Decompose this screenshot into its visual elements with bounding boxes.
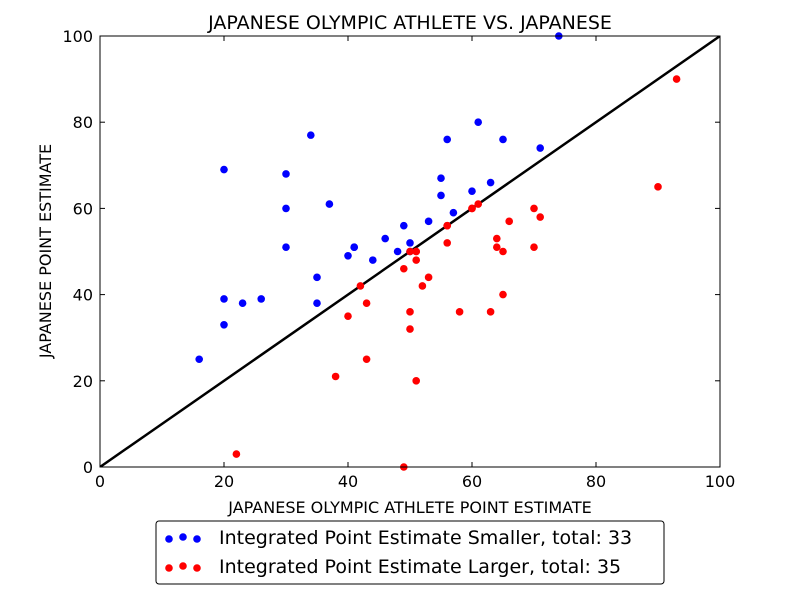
data-point-0-28	[486, 178, 495, 187]
data-point-1-31	[672, 75, 681, 83]
data-point-1-30	[654, 183, 662, 191]
data-point-0-30	[536, 144, 544, 152]
data-point-0-19	[400, 221, 408, 230]
data-point-1-15	[424, 273, 433, 282]
legend-marker-0-2	[193, 535, 201, 543]
data-point-1-26	[505, 217, 513, 226]
y-tick-label-2: 40	[73, 286, 93, 305]
data-point-1-25	[499, 290, 507, 299]
data-point-1-13	[412, 377, 421, 385]
data-point-0-8	[282, 243, 290, 251]
data-point-0-9	[307, 131, 315, 139]
data-point-0-2	[220, 295, 228, 303]
data-point-1-9	[406, 308, 414, 316]
data-point-1-22	[493, 234, 501, 243]
data-point-0-25	[449, 208, 458, 217]
legend-box	[155, 520, 665, 585]
data-marks	[100, 32, 720, 471]
legend-marker-0-0	[165, 535, 173, 543]
legend-marker-1-0	[165, 564, 173, 572]
x-tick-label-0: 0	[95, 472, 105, 491]
x-axis-label: JAPANESE OLYMPIC ATHLETE POINT ESTIMATE	[227, 498, 591, 517]
data-point-0-15	[350, 243, 359, 251]
plot-frame	[99, 35, 721, 468]
data-point-1-23	[493, 243, 501, 251]
data-point-0-6	[282, 170, 290, 178]
data-point-0-16	[369, 256, 377, 264]
chart-title: JAPANESE OLYMPIC ATHLETE VS. JAPANESE	[207, 12, 612, 34]
x-tick-label-5: 100	[705, 472, 736, 491]
data-point-1-20	[474, 200, 483, 208]
data-point-1-32	[412, 247, 421, 256]
y-tick-label-4: 80	[73, 113, 93, 132]
legend-label-1: Integrated Point Estimate Larger, total:…	[219, 556, 621, 578]
data-point-1-2	[344, 312, 352, 320]
x-tick-label-2: 40	[338, 472, 358, 491]
data-point-0-12	[325, 200, 334, 208]
data-point-0-23	[437, 191, 445, 200]
data-point-1-0	[232, 450, 241, 458]
data-point-1-10	[406, 325, 414, 333]
data-point-0-21	[424, 217, 433, 226]
data-point-1-33	[443, 221, 452, 230]
legend-marker-1-2	[193, 564, 201, 572]
data-point-0-7	[282, 204, 290, 213]
data-point-0-27	[474, 118, 483, 126]
x-tick-label-1: 20	[214, 472, 234, 491]
legend-marker-0-1	[179, 533, 187, 541]
data-point-1-21	[486, 308, 495, 316]
y-tick-label-0: 0	[83, 458, 93, 477]
legend-label-0: Integrated Point Estimate Smaller, total…	[219, 527, 632, 549]
data-point-1-17	[443, 239, 452, 247]
data-point-1-7	[400, 264, 408, 273]
x-tick-label-3: 60	[462, 472, 482, 491]
y-tick-label-5: 100	[62, 27, 93, 46]
data-point-1-24	[499, 247, 507, 256]
data-point-0-10	[313, 273, 321, 282]
data-point-1-1	[331, 372, 340, 381]
y-tick-label-1: 20	[73, 372, 93, 391]
data-point-1-27	[530, 204, 538, 213]
data-point-1-5	[362, 355, 371, 364]
data-point-1-14	[418, 282, 427, 290]
data-point-1-34	[468, 204, 476, 213]
data-point-1-29	[536, 213, 544, 221]
data-point-1-12	[412, 256, 421, 264]
y-tick-label-3: 60	[73, 199, 93, 218]
data-point-1-3	[356, 282, 365, 290]
legend: Integrated Point Estimate Smaller, total…	[155, 520, 665, 585]
data-point-0-13	[344, 252, 352, 260]
y-axis-label: JAPANESE POINT ESTIMATE	[36, 144, 55, 359]
data-point-0-4	[238, 299, 247, 308]
data-point-0-17	[381, 234, 390, 243]
x-tick-label-4: 80	[586, 472, 606, 491]
legend-marker-1-1	[179, 562, 187, 570]
data-point-0-22	[437, 174, 445, 183]
data-point-0-26	[468, 187, 476, 195]
data-point-1-8	[406, 247, 414, 256]
data-point-0-1	[220, 165, 228, 174]
data-point-0-18	[393, 247, 402, 256]
data-point-0-11	[313, 299, 321, 308]
axes: 0 20 40 60 80 100 0 20 40 60 80 100	[62, 27, 735, 491]
data-point-1-28	[530, 243, 538, 251]
data-point-0-24	[443, 135, 452, 144]
data-point-1-4	[362, 299, 371, 308]
data-point-0-3	[220, 320, 228, 329]
data-point-1-18	[455, 308, 464, 316]
data-point-0-20	[406, 239, 414, 247]
data-point-0-0	[195, 355, 203, 364]
data-point-0-29	[499, 135, 507, 144]
data-point-0-5	[257, 295, 266, 303]
